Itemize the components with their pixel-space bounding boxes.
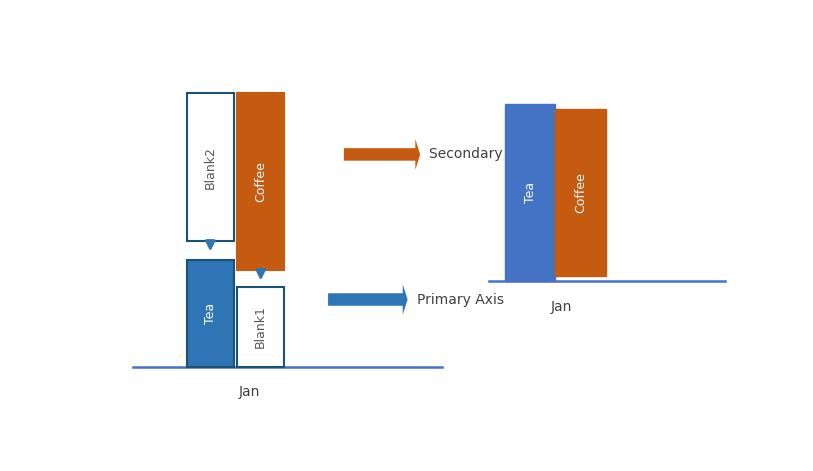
FancyBboxPatch shape	[237, 287, 285, 366]
Text: Tea: Tea	[524, 182, 537, 203]
Text: Blank2: Blank2	[204, 146, 217, 188]
Text: Tea: Tea	[204, 302, 217, 324]
Text: Primary Axis: Primary Axis	[417, 292, 504, 307]
FancyBboxPatch shape	[505, 104, 555, 281]
Text: Jan: Jan	[239, 385, 260, 399]
FancyBboxPatch shape	[237, 93, 285, 270]
Text: Coffee: Coffee	[574, 172, 587, 213]
Text: Coffee: Coffee	[254, 161, 267, 202]
Text: Blank1: Blank1	[254, 305, 267, 348]
Text: Secondary Axis: Secondary Axis	[429, 147, 536, 162]
FancyBboxPatch shape	[187, 93, 234, 242]
FancyBboxPatch shape	[187, 260, 234, 366]
FancyBboxPatch shape	[555, 109, 606, 276]
Text: Jan: Jan	[551, 300, 572, 314]
